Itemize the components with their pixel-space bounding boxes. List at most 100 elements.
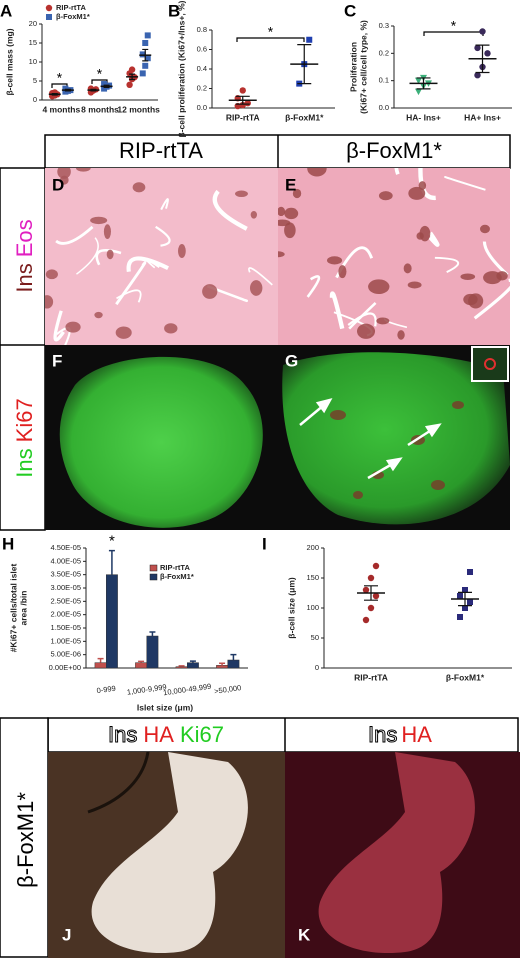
- y-tick-label: 0: [315, 663, 319, 672]
- data-point: [367, 574, 375, 582]
- tissue-gap: [155, 225, 171, 247]
- islet: [468, 293, 484, 309]
- legend-label: RIP-rtTA: [56, 3, 86, 12]
- tissue-gap: [394, 168, 400, 175]
- bar: [175, 666, 188, 669]
- legend-swatch: [149, 564, 158, 572]
- tissue-gap: [116, 289, 142, 303]
- data-point: [467, 599, 473, 605]
- micrograph: [45, 345, 278, 530]
- islet: [368, 279, 390, 295]
- legend-label: β-FoxM1*: [160, 572, 194, 581]
- islet: [397, 330, 405, 340]
- y-tick-label: 150: [306, 573, 319, 582]
- tissue-gap: [53, 310, 65, 342]
- data-point: [144, 55, 151, 62]
- legend-label: RIP-rtTA: [160, 563, 190, 572]
- data-point: [462, 587, 468, 593]
- data-point: [306, 36, 313, 43]
- y-tick-label: 100: [306, 603, 319, 612]
- panel-letter: F: [52, 351, 62, 370]
- y-tick-label: 0.1: [379, 76, 389, 85]
- tissue-gap: [444, 175, 486, 191]
- panel-letter: G: [285, 351, 298, 370]
- y-tick-label: 2.50E-05: [51, 596, 81, 605]
- islet: [132, 182, 146, 193]
- error-bar: [138, 660, 145, 663]
- tissue-gap: [248, 267, 273, 286]
- islet: [338, 265, 347, 279]
- y-axis-label: (Ki67+ cell/cell type, %): [358, 20, 368, 114]
- panel-letter: B: [168, 1, 180, 20]
- error-bar: [51, 92, 58, 96]
- islet: [45, 295, 54, 309]
- y-tick-label: 5: [33, 76, 37, 85]
- islet: [407, 281, 422, 289]
- x-tick-label: 0-999: [96, 684, 116, 696]
- x-tick-label: 12 months: [117, 104, 160, 114]
- panel-letter: H: [2, 534, 14, 553]
- error-bar: [475, 44, 490, 74]
- error-bar: [235, 95, 250, 105]
- islet: [479, 224, 490, 234]
- data-point: [372, 592, 380, 600]
- row-label-box: [0, 717, 49, 958]
- islet: [235, 190, 248, 198]
- data-point: [139, 51, 146, 58]
- panel-letter: C: [344, 1, 356, 20]
- tissue-gap: [434, 256, 460, 274]
- islet: [292, 188, 302, 199]
- x-tick-label: 1,000-9,999: [126, 682, 167, 696]
- stain-label: Ki67: [12, 398, 37, 442]
- tissue-gap: [76, 237, 99, 275]
- y-tick-label: 3.50E-05: [51, 570, 81, 579]
- islet: [57, 168, 71, 179]
- stain-header: Ins HA Ki67: [108, 722, 224, 747]
- islet: [326, 256, 343, 265]
- islet: [250, 211, 257, 219]
- data-point: [101, 81, 108, 88]
- islet: [65, 321, 81, 333]
- stain-label: Eos: [12, 219, 37, 257]
- micrograph: [278, 345, 510, 530]
- x-tick-label: RIP-rtTA: [354, 672, 388, 682]
- error-bar: [97, 657, 104, 663]
- error-bar: [64, 88, 71, 92]
- x-tick-label: 10,000-49,999: [163, 682, 212, 698]
- data-point: [62, 85, 69, 92]
- significance-mark: *: [109, 533, 115, 550]
- data-point: [128, 66, 136, 73]
- islet: [284, 222, 296, 239]
- tissue-gap: [55, 225, 94, 245]
- data-point: [139, 70, 146, 77]
- panel-letter: E: [285, 175, 296, 194]
- y-axis-label: #Ki67+ cells/total islet: [8, 564, 18, 653]
- data-point: [45, 4, 53, 12]
- islet: [178, 244, 186, 258]
- error-bar: [416, 77, 431, 90]
- x-tick-label: β-FoxM1*: [285, 112, 324, 122]
- islet: [90, 216, 108, 225]
- data-point: [46, 14, 52, 20]
- islet: [419, 225, 431, 242]
- islet: [278, 251, 285, 258]
- bar: [106, 574, 118, 669]
- stain-header: Ins HA: [368, 722, 432, 747]
- stain-label: HA: [143, 722, 174, 747]
- data-point: [239, 101, 246, 109]
- data-point: [142, 62, 149, 69]
- y-axis-label: area /bin: [18, 591, 28, 626]
- error-bar: [230, 653, 237, 660]
- significance-mark: *: [451, 18, 457, 34]
- stain-label: Ins: [108, 722, 137, 747]
- data-point: [415, 88, 422, 96]
- y-tick-label: 0.2: [197, 83, 207, 92]
- y-tick-label: 0.0: [379, 103, 389, 112]
- data-point: [467, 569, 473, 575]
- row-label: β-FoxM1*: [13, 792, 38, 888]
- islet: [403, 263, 412, 274]
- micrograph: [48, 752, 285, 958]
- micrograph: [285, 752, 520, 958]
- error-bar: [129, 73, 136, 81]
- islet: [278, 206, 286, 217]
